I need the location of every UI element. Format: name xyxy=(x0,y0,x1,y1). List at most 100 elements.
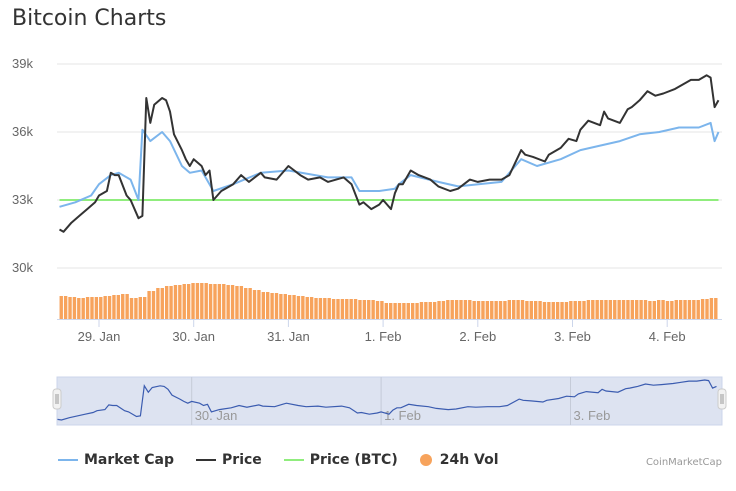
volume-bar xyxy=(393,303,397,319)
volume-bar xyxy=(81,298,85,319)
volume-bar xyxy=(182,284,186,319)
volume-bar xyxy=(169,286,173,319)
volume-bar xyxy=(384,303,389,319)
volume-bar xyxy=(678,300,683,319)
y-tick-label: 39k xyxy=(12,56,33,71)
volume-bar xyxy=(507,300,512,319)
volume-bar xyxy=(648,301,652,319)
volume-bar xyxy=(472,301,476,319)
volume-bar xyxy=(608,300,613,319)
volume-bar xyxy=(481,301,485,319)
line-marker-icon xyxy=(196,459,217,461)
y-tick-label: 36k xyxy=(12,124,33,139)
volume-bar xyxy=(371,300,375,319)
volume-bar xyxy=(459,300,463,319)
volume-bar xyxy=(362,300,367,319)
volume-bar xyxy=(406,303,410,319)
volume-bar xyxy=(59,296,63,319)
volume-bar xyxy=(305,297,309,319)
volume-bar xyxy=(446,300,450,319)
volume-bar xyxy=(494,301,498,319)
volume-bar xyxy=(112,295,116,319)
legend-label: Price xyxy=(222,452,262,468)
volume-bar xyxy=(512,300,516,319)
volume-bar xyxy=(626,300,630,319)
volume-bar xyxy=(323,298,327,319)
volume-bar xyxy=(151,291,156,319)
volume-bar xyxy=(560,302,564,319)
volume-bar xyxy=(129,298,134,319)
volume-bar xyxy=(248,288,252,319)
volume-bar xyxy=(287,295,292,319)
volume-bar xyxy=(450,300,454,319)
line-marker-icon xyxy=(58,459,78,461)
volume-bar xyxy=(147,291,151,319)
volume-bar xyxy=(705,299,709,319)
x-tick-label: 1. Feb xyxy=(365,329,402,344)
volume-bar xyxy=(547,302,551,319)
legend: Market Cap Price Price (BTC) 24h Vol xyxy=(58,452,521,468)
volume-bar xyxy=(261,292,266,319)
circle-marker-icon xyxy=(419,454,432,466)
volume-bar xyxy=(661,300,665,319)
volume-bar xyxy=(204,283,208,319)
volume-bar xyxy=(656,300,661,319)
volume-bar xyxy=(569,301,573,319)
volume-bar xyxy=(186,284,191,319)
volume-bar xyxy=(591,300,595,319)
x-tick-label: 4. Feb xyxy=(649,329,686,344)
volume-bar xyxy=(533,301,538,319)
volume-bar xyxy=(643,300,648,319)
volume-bar xyxy=(577,301,582,319)
navigator-tick-label: 1. Feb xyxy=(384,408,421,423)
volume-bar xyxy=(454,300,459,319)
volume-bar xyxy=(309,297,314,319)
navigator-handle-left[interactable] xyxy=(52,388,62,410)
volume-bar xyxy=(397,303,402,319)
volume-bar xyxy=(709,298,714,319)
volume-bar xyxy=(279,294,283,319)
volume-bar xyxy=(468,300,472,319)
legend-price[interactable]: Price xyxy=(196,452,262,468)
volume-bar xyxy=(635,300,639,319)
legend-label: Market Cap xyxy=(84,452,175,468)
navigator-range xyxy=(56,376,723,426)
volume-bar xyxy=(327,298,331,319)
volume-bar xyxy=(463,300,468,319)
volume-bar xyxy=(314,298,318,319)
legend-24h-vol[interactable]: 24h Vol xyxy=(419,452,499,468)
x-tick-label: 2. Feb xyxy=(459,329,496,344)
y-tick-label: 33k xyxy=(12,192,33,207)
volume-bar xyxy=(375,301,380,319)
volume-bar xyxy=(244,288,248,319)
volume-bar xyxy=(498,301,503,319)
volume-bar xyxy=(103,296,107,319)
volume-bar xyxy=(613,300,617,319)
credit-link[interactable]: CoinMarketCap xyxy=(645,457,722,468)
volume-bar xyxy=(77,298,81,319)
volume-bar xyxy=(156,288,160,319)
legend-label: Price (BTC) xyxy=(309,452,398,468)
volume-bar xyxy=(358,300,362,319)
navigator-series-line xyxy=(57,379,717,421)
volume-bar xyxy=(441,301,446,319)
navigator-handle-right[interactable] xyxy=(717,388,727,410)
volume-bar xyxy=(630,300,635,319)
volume-bar xyxy=(143,297,147,319)
legend-market-cap[interactable]: Market Cap xyxy=(58,452,174,468)
volume-bar xyxy=(301,296,305,319)
volume-bar xyxy=(121,294,125,319)
volume-bar xyxy=(490,301,494,319)
volume-bar xyxy=(336,299,340,319)
volume-bar xyxy=(63,296,68,319)
volume-bar xyxy=(582,301,586,319)
volume-bar xyxy=(235,286,239,319)
volume-bar xyxy=(292,295,296,319)
volume-bar xyxy=(617,300,621,319)
volume-bar xyxy=(564,302,569,319)
volume-bar xyxy=(94,297,99,319)
y-tick-label: 30k xyxy=(12,260,33,275)
legend-price-btc[interactable]: Price (BTC) xyxy=(283,452,398,468)
volume-bar xyxy=(665,301,670,319)
handle-grip-icon xyxy=(717,388,727,410)
